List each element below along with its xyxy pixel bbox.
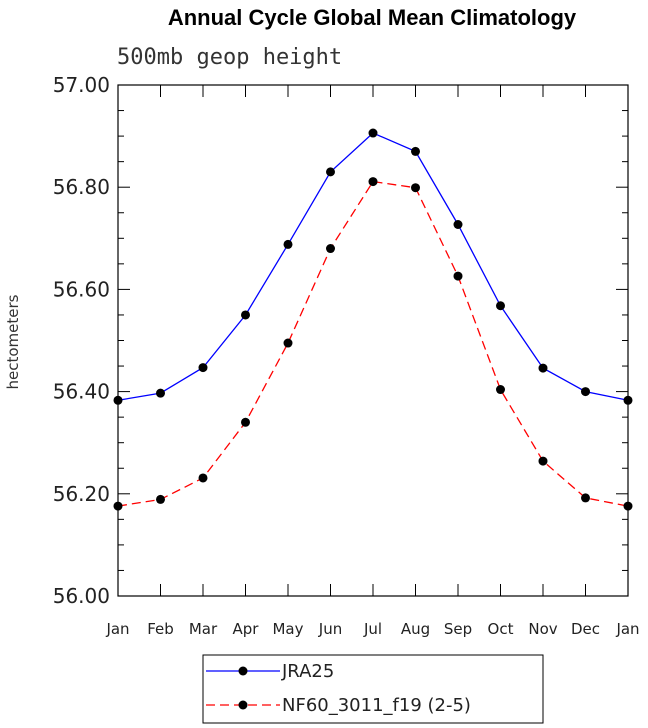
chart-title: Annual Cycle Global Mean Climatology xyxy=(168,5,577,30)
data-point xyxy=(326,244,335,254)
data-point xyxy=(283,338,293,348)
legend: JRA25 NF60_3011_f19 (2-5) xyxy=(202,654,544,724)
x-tick-label: Jan xyxy=(105,620,129,638)
data-point xyxy=(198,363,208,373)
y-tick-label: 57.00 xyxy=(53,73,110,97)
series-line-0 xyxy=(117,132,629,401)
chart-subtitle: 500mb geop height xyxy=(117,45,342,70)
data-point xyxy=(241,417,250,427)
data-point xyxy=(496,301,505,311)
x-tick-label: Sep xyxy=(444,620,472,638)
data-point xyxy=(198,473,208,483)
data-point xyxy=(368,128,378,138)
x-tick-label: Dec xyxy=(571,620,600,638)
x-tick-label: Mar xyxy=(189,620,218,638)
legend-marker-jra25 xyxy=(238,666,248,676)
y-tick-label: 56.40 xyxy=(53,380,110,404)
legend-box xyxy=(202,654,544,724)
data-point xyxy=(241,310,250,320)
data-point xyxy=(411,183,420,193)
data-point xyxy=(623,395,633,405)
plot-frame xyxy=(117,84,629,597)
x-tick-label: Jun xyxy=(318,620,342,638)
data-point xyxy=(113,501,123,511)
data-point xyxy=(368,177,378,187)
legend-marker-nf60 xyxy=(238,700,248,710)
y-tick-label: 56.60 xyxy=(53,277,110,301)
y-axis-label: hectometers xyxy=(4,294,22,389)
y-tick-label: 56.20 xyxy=(53,482,110,506)
y-tick-label: 56.80 xyxy=(53,175,110,199)
x-tick-label: Nov xyxy=(528,620,557,638)
x-tick-label: Jul xyxy=(363,620,382,638)
data-point xyxy=(411,146,420,156)
legend-label-nf60: NF60_3011_f19 (2-5) xyxy=(282,695,471,716)
y-tick-label: 56.00 xyxy=(53,584,110,608)
x-tick-label: May xyxy=(272,620,303,638)
data-point xyxy=(283,239,293,249)
data-point xyxy=(581,387,590,397)
x-tick-label: Aug xyxy=(401,620,430,638)
data-point xyxy=(113,395,123,405)
legend-label-jra25: JRA25 xyxy=(281,661,334,682)
data-point xyxy=(581,493,590,503)
x-tick-label: Oct xyxy=(488,620,514,638)
y-tick-labels: 56.00 56.20 56.40 56.60 56.80 57.00 xyxy=(53,73,110,608)
series-line-1 xyxy=(117,180,629,507)
data-point xyxy=(156,388,165,398)
data-point xyxy=(453,220,463,230)
axis-ticks xyxy=(117,84,629,597)
x-tick-label: Apr xyxy=(233,620,260,638)
x-tick-label: Feb xyxy=(147,620,174,638)
data-point xyxy=(496,385,505,395)
data-series xyxy=(113,128,633,511)
x-tick-labels: Jan Feb Mar Apr May Jun Jul Aug Sep Oct Nov Dec Jan xyxy=(105,620,639,638)
data-point xyxy=(538,363,548,373)
data-point xyxy=(538,456,548,466)
data-point xyxy=(453,271,463,281)
data-point xyxy=(326,167,335,177)
data-point xyxy=(623,501,633,511)
x-tick-label: Jan xyxy=(615,620,639,638)
data-point xyxy=(156,494,165,504)
